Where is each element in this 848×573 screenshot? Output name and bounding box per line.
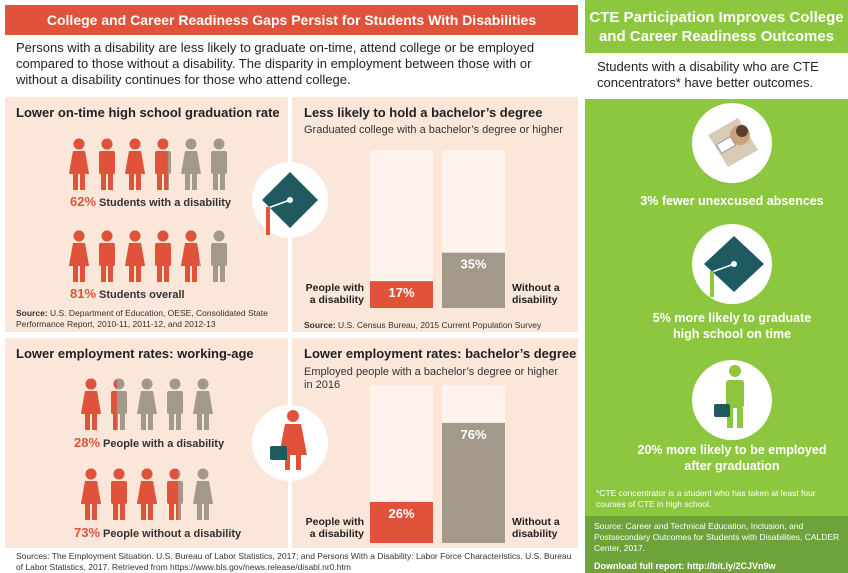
sources: Sources: The Employment Situation. U.S. …	[16, 551, 572, 572]
source-label: Source:	[304, 320, 336, 330]
panel	[5, 97, 288, 332]
panel-title: Lower employment rates: working-age	[16, 346, 254, 361]
panel	[292, 338, 578, 548]
stat-value: 62%	[70, 194, 97, 209]
outcome: 3% fewer unexcused absences	[640, 194, 824, 208]
panel	[5, 338, 288, 548]
stat-value: 28%	[74, 435, 101, 450]
category-label: People with a disability	[305, 282, 364, 306]
category-label: People with a disability	[305, 516, 364, 540]
stat-label: People with a disability	[103, 438, 225, 450]
panel-title: Lower on-time high school graduation rat…	[16, 105, 280, 120]
outcome: 5% more likely to graduate high school o…	[652, 311, 812, 341]
outcome: 20% more likely to be employed after gra…	[637, 443, 827, 473]
category-label: Without a disability	[512, 516, 560, 540]
stat: 81% Students overall	[70, 286, 185, 301]
panel	[292, 97, 578, 332]
stat-value: 81%	[70, 286, 97, 301]
stat-label: Students overall	[99, 289, 185, 301]
right-intro: Students with a disability who are CTE c…	[585, 53, 848, 99]
source: Source: U.S. Department of Education, OE…	[16, 308, 276, 330]
stat: 62% Students with a disability	[70, 194, 231, 209]
right-source: Source: Career and Technical Education, …	[594, 521, 840, 553]
source-label: Source:	[16, 308, 48, 318]
stat: 73% People without a disability	[74, 525, 241, 540]
stat-label: People without a disability	[103, 528, 242, 540]
panel-title: Less likely to hold a bachelor’s degree	[304, 105, 543, 120]
category-label: Without a disability	[512, 282, 560, 306]
stat-value: 73%	[74, 525, 101, 540]
panel-title: Lower employment rates: bachelor’s degre…	[304, 346, 577, 361]
footnote: *CTE concentrator is a student who has t…	[596, 488, 816, 509]
stat: 28% People with a disability	[74, 435, 224, 450]
stat-label: Students with a disability	[99, 197, 232, 209]
download-link: Download full report: http://bit.ly/2CJV…	[594, 561, 776, 571]
source-text: U.S. Department of Education, OESE, Cons…	[16, 308, 268, 329]
intro: Persons with a disability are less likel…	[16, 40, 535, 87]
panel-subtitle: Graduated college with a bachelor’s degr…	[304, 124, 563, 136]
left-title: College and Career Readiness Gaps Persis…	[5, 5, 578, 35]
right-title: CTE Participation Improves College and C…	[589, 9, 844, 45]
source-text: U.S. Census Bureau, 2015 Current Populat…	[338, 320, 542, 330]
source: Source: U.S. Census Bureau, 2015 Current…	[304, 320, 541, 331]
source-box	[585, 516, 848, 573]
panel-subtitle: Employed people with a bachelor’s degree…	[304, 366, 558, 391]
